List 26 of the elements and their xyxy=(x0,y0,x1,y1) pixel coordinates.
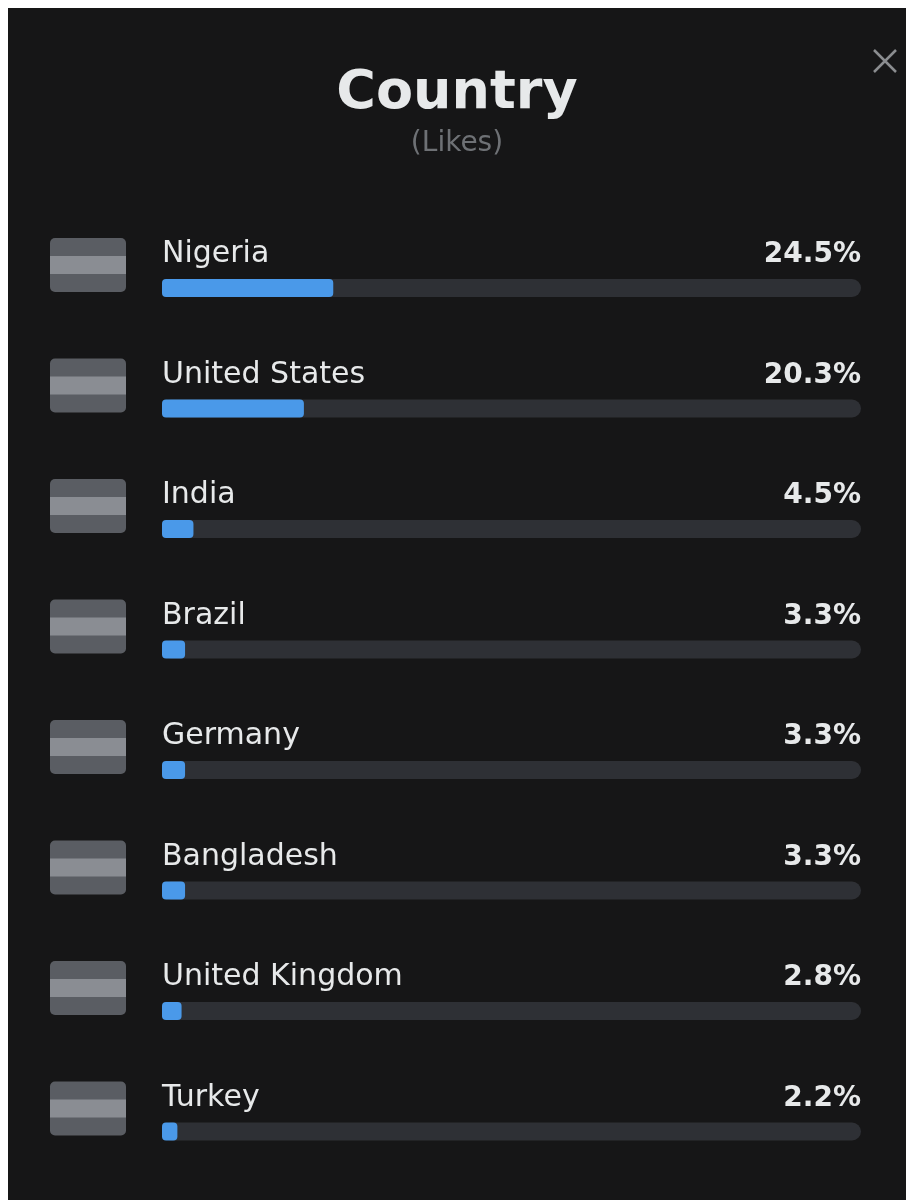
y-tick-label: Brazil xyxy=(162,595,246,631)
y-tick-label: United Kingdom xyxy=(162,957,403,992)
data-label: 3.3% xyxy=(783,597,861,631)
bar xyxy=(162,1122,178,1141)
y-tick-label: Germany xyxy=(162,716,300,751)
chart-title: Country xyxy=(335,57,579,121)
bar xyxy=(162,1002,182,1020)
data-label: 4.5% xyxy=(783,477,861,510)
y-tick-label: India xyxy=(162,475,236,510)
bar xyxy=(162,399,304,418)
data-label: 3.3% xyxy=(783,718,861,751)
data-label: 2.8% xyxy=(783,959,861,992)
y-tick-label: Turkey xyxy=(161,1077,260,1113)
chart-subtitle: (Likes) xyxy=(409,125,505,158)
data-label: 24.5% xyxy=(763,236,861,269)
y-tick-label: Bangladesh xyxy=(162,836,338,872)
y-tick-label: United States xyxy=(162,354,366,390)
bar xyxy=(162,520,194,538)
y-tick-label: Nigeria xyxy=(162,234,270,269)
bar xyxy=(162,279,334,297)
data-label: 20.3% xyxy=(763,356,861,390)
bar xyxy=(162,640,186,659)
bar xyxy=(162,761,186,779)
data-label: 2.2% xyxy=(783,1079,861,1113)
data-label: 3.3% xyxy=(783,838,861,872)
bar xyxy=(162,881,186,900)
